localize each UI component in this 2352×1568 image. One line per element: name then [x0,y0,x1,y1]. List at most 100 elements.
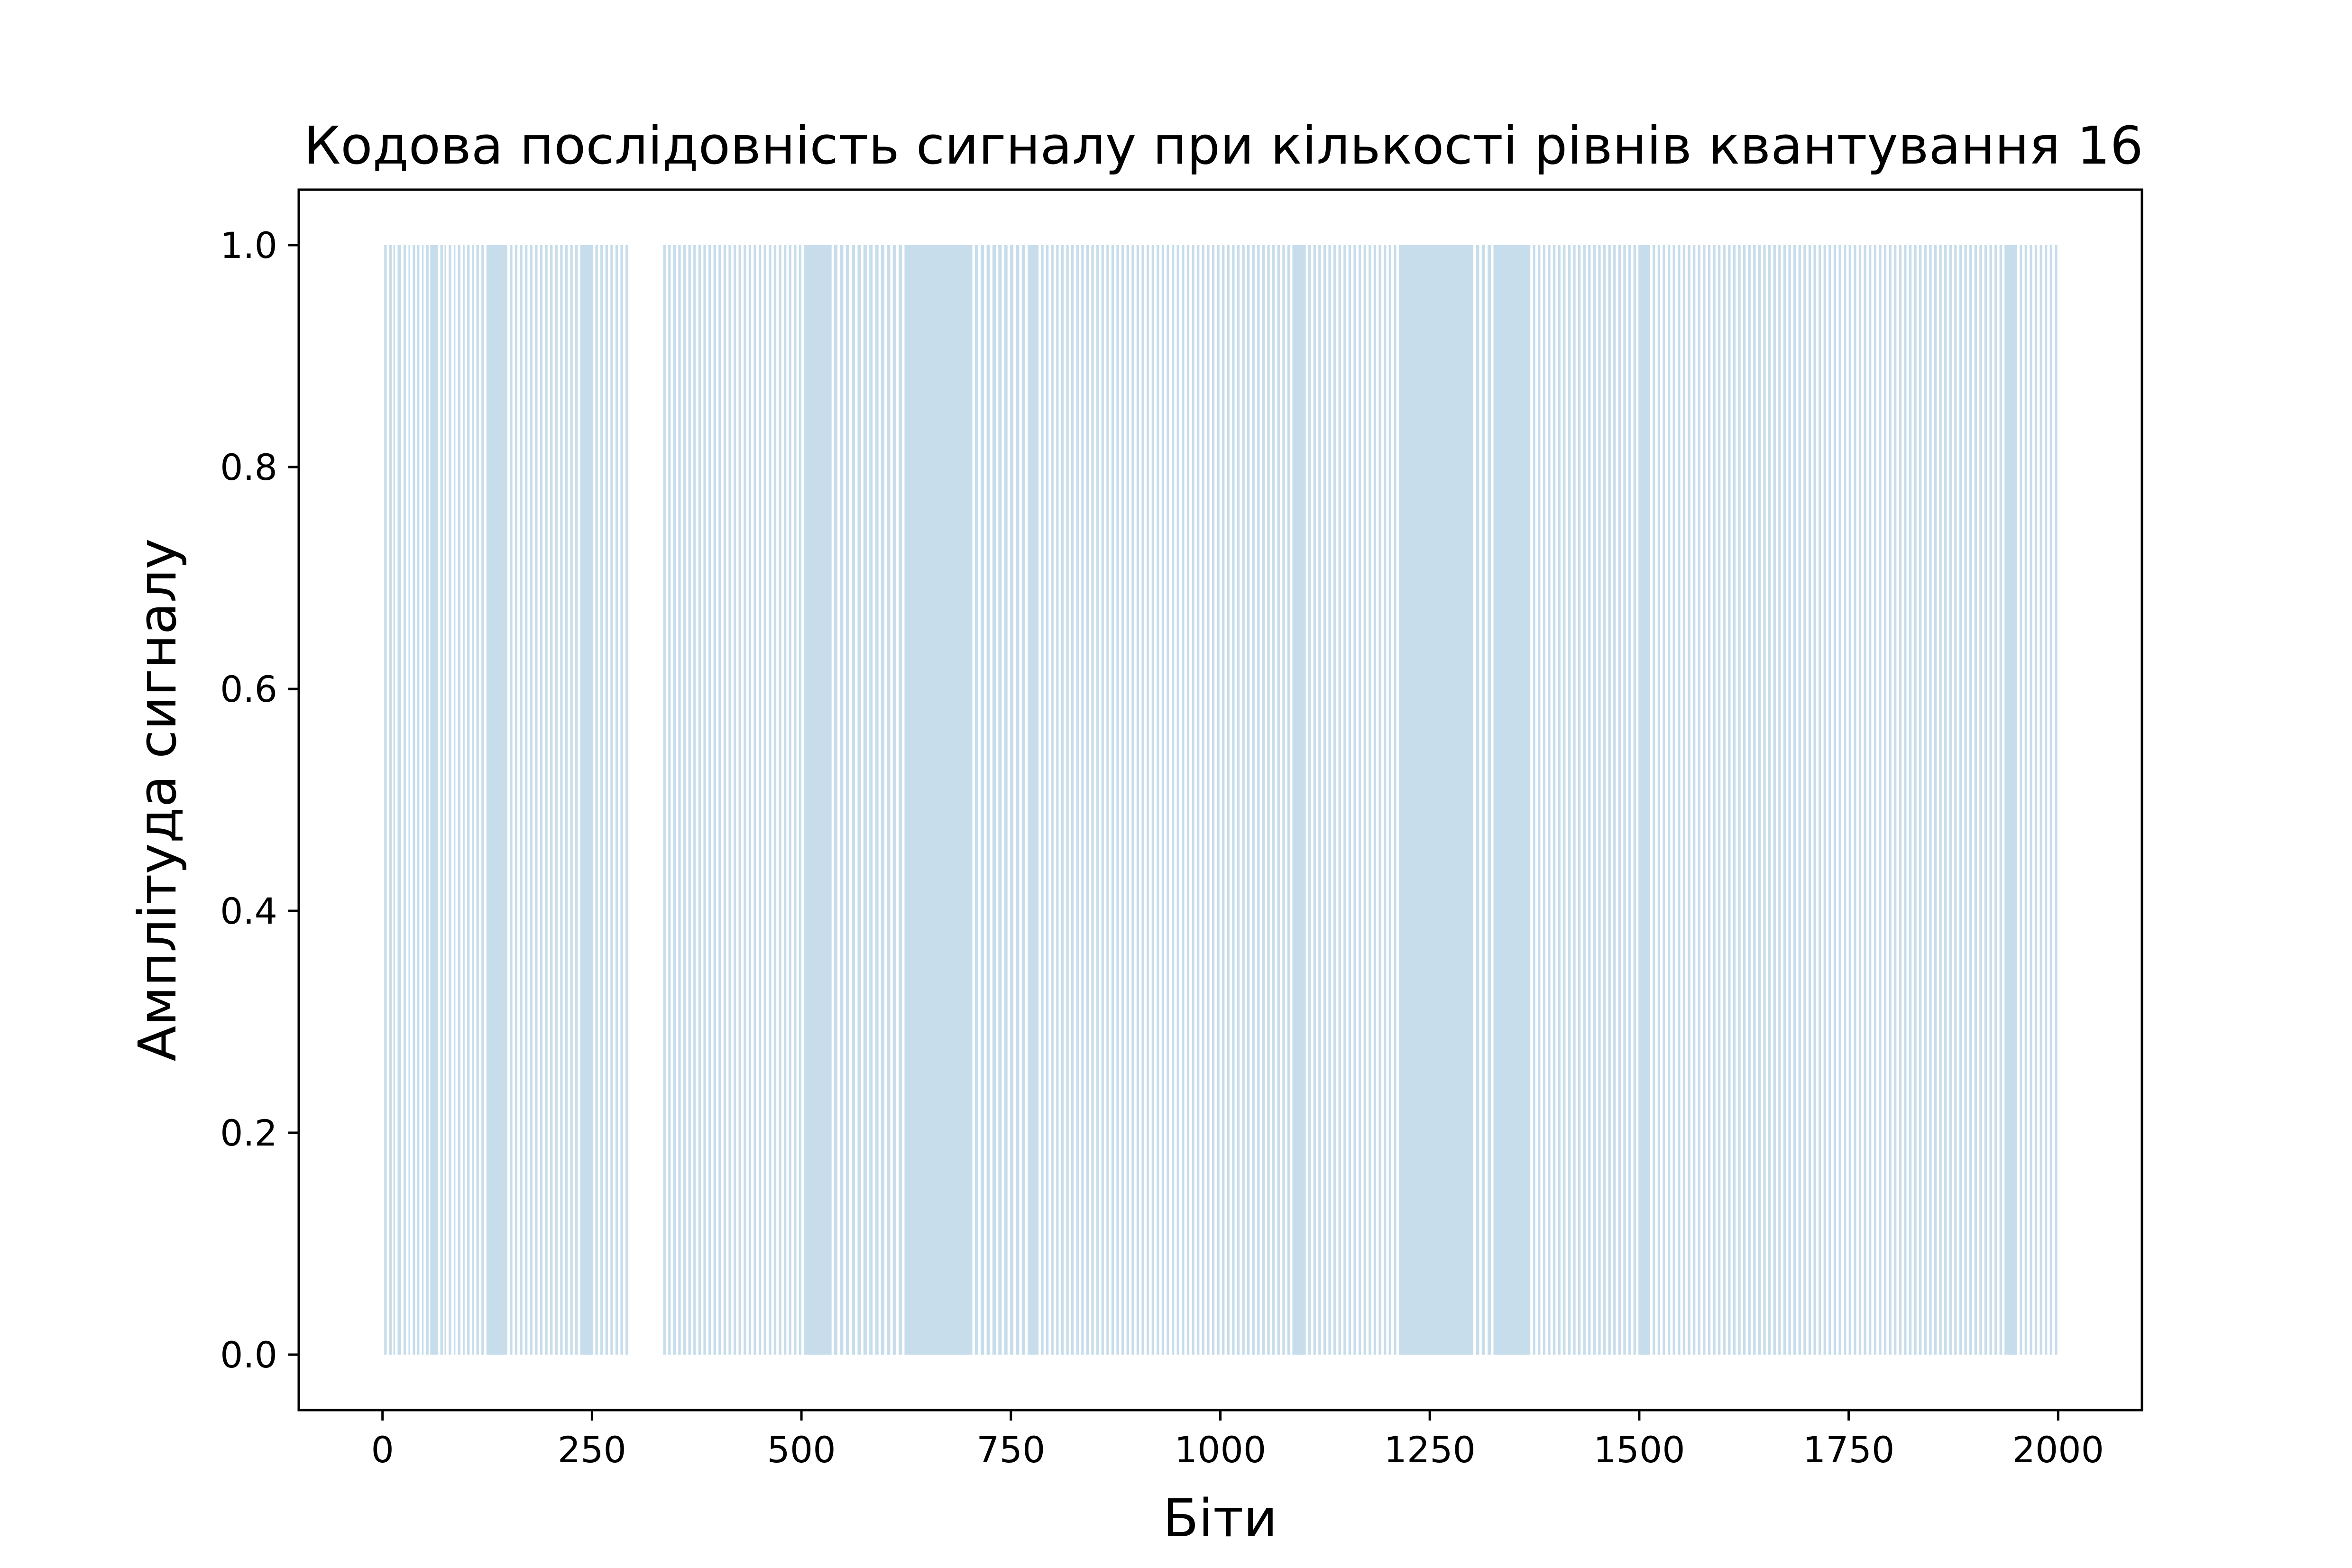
bar-run [1909,245,1912,1355]
bar-run [1738,245,1741,1355]
bar-run [1207,245,1210,1355]
bar-run [1131,245,1134,1355]
x-tick-label: 1250 [1384,1429,1475,1471]
bar-run [1828,245,1831,1355]
bar-run [1388,245,1391,1355]
bar-run [463,245,465,1355]
bar-run [413,245,415,1355]
bar-run [887,245,891,1355]
bar-run [1242,245,1245,1355]
bar-run [779,245,781,1355]
y-axis-ticks: 0.0 0.2 0.4 0.6 0.8 1.0 [220,224,299,1376]
bar-run [1292,245,1306,1355]
bar-run [1272,245,1275,1355]
bar-run [723,245,726,1355]
x-tick-label: 0 [371,1429,394,1471]
y-axis-label: Амплітуда сигналу [127,538,188,1061]
bar-run [1176,245,1179,1355]
bar-run [600,245,603,1355]
bar-run [1313,245,1316,1355]
bar-run [1172,245,1175,1355]
bar-run [1106,245,1109,1355]
x-tick-label: 500 [767,1429,836,1471]
bar-run [1618,245,1621,1355]
bar-run [744,245,746,1355]
y-tick-label: 0.0 [220,1334,277,1376]
bar-run [1608,245,1611,1355]
x-axis-label: Біти [1163,1488,1277,1549]
bar-run [620,245,623,1355]
bar-run [1202,245,1204,1355]
bar-run [1964,245,1967,1355]
bar-run [1788,245,1791,1355]
bar-run [1623,245,1626,1355]
bar-run [688,245,691,1355]
bar-run [1338,245,1341,1355]
bar-run [1091,245,1094,1355]
bar-run [1161,245,1165,1355]
bar-run [1359,245,1361,1355]
bar-run [708,245,711,1355]
bar-run [1252,245,1255,1355]
bar-run [1793,245,1796,1355]
bar-run [1323,245,1326,1355]
bar-run [1212,245,1215,1355]
bar-run [678,245,681,1355]
bar-run [1141,245,1144,1355]
bar-run [1116,245,1119,1355]
bar-run [998,245,1002,1355]
bar-run [1588,245,1591,1355]
bar-run [417,245,420,1355]
bar-run [384,245,387,1355]
bar-run [1889,245,1892,1355]
bar-run [555,245,558,1355]
bar-run [1838,245,1841,1355]
bar-run [514,245,518,1355]
bar-run [1282,245,1285,1355]
bar-run [863,245,867,1355]
bar-run [1136,245,1139,1355]
bar-run [610,245,613,1355]
bar-run [1553,245,1556,1355]
bar-run [1061,245,1064,1355]
bar-run [1758,245,1761,1355]
bar-run [453,245,456,1355]
x-tick-label: 1500 [1593,1429,1685,1471]
bar-run [713,245,716,1355]
bar-run [1848,245,1851,1355]
bar-run [1698,245,1700,1355]
bar-run [2024,245,2027,1355]
bar-run [1476,245,1479,1355]
bar-run [1101,245,1104,1355]
bar-run [1378,245,1381,1355]
bar-run [1803,245,1806,1355]
bar-run [2040,245,2042,1355]
bar-run [728,245,731,1355]
bar-run [773,245,777,1355]
y-tick-label: 0.4 [220,890,277,932]
bar-run [393,245,395,1355]
bar-run [1934,245,1937,1355]
bar-run [758,245,762,1355]
bar-run [1819,245,1821,1355]
bar-run [1899,245,1902,1355]
bar-run [840,245,844,1355]
bar-run [403,245,406,1355]
bar-run [625,245,628,1355]
bar-run [992,245,996,1355]
bar-run [1121,245,1124,1355]
bar-run [1682,245,1686,1355]
bar-run [663,245,666,1355]
bar-run [1583,245,1586,1355]
x-tick-label: 2000 [2012,1429,2104,1471]
bar-run [510,245,513,1355]
bar-run [753,245,756,1355]
bar-run [763,245,766,1355]
bar-run [530,245,533,1355]
bar-run [748,245,752,1355]
bar-run [444,245,446,1355]
bar-run [1692,245,1696,1355]
chart-title: Кодова послідовність сигналу при кількос… [303,115,2143,176]
bar-run [1096,245,1099,1355]
bar-run [904,245,973,1355]
